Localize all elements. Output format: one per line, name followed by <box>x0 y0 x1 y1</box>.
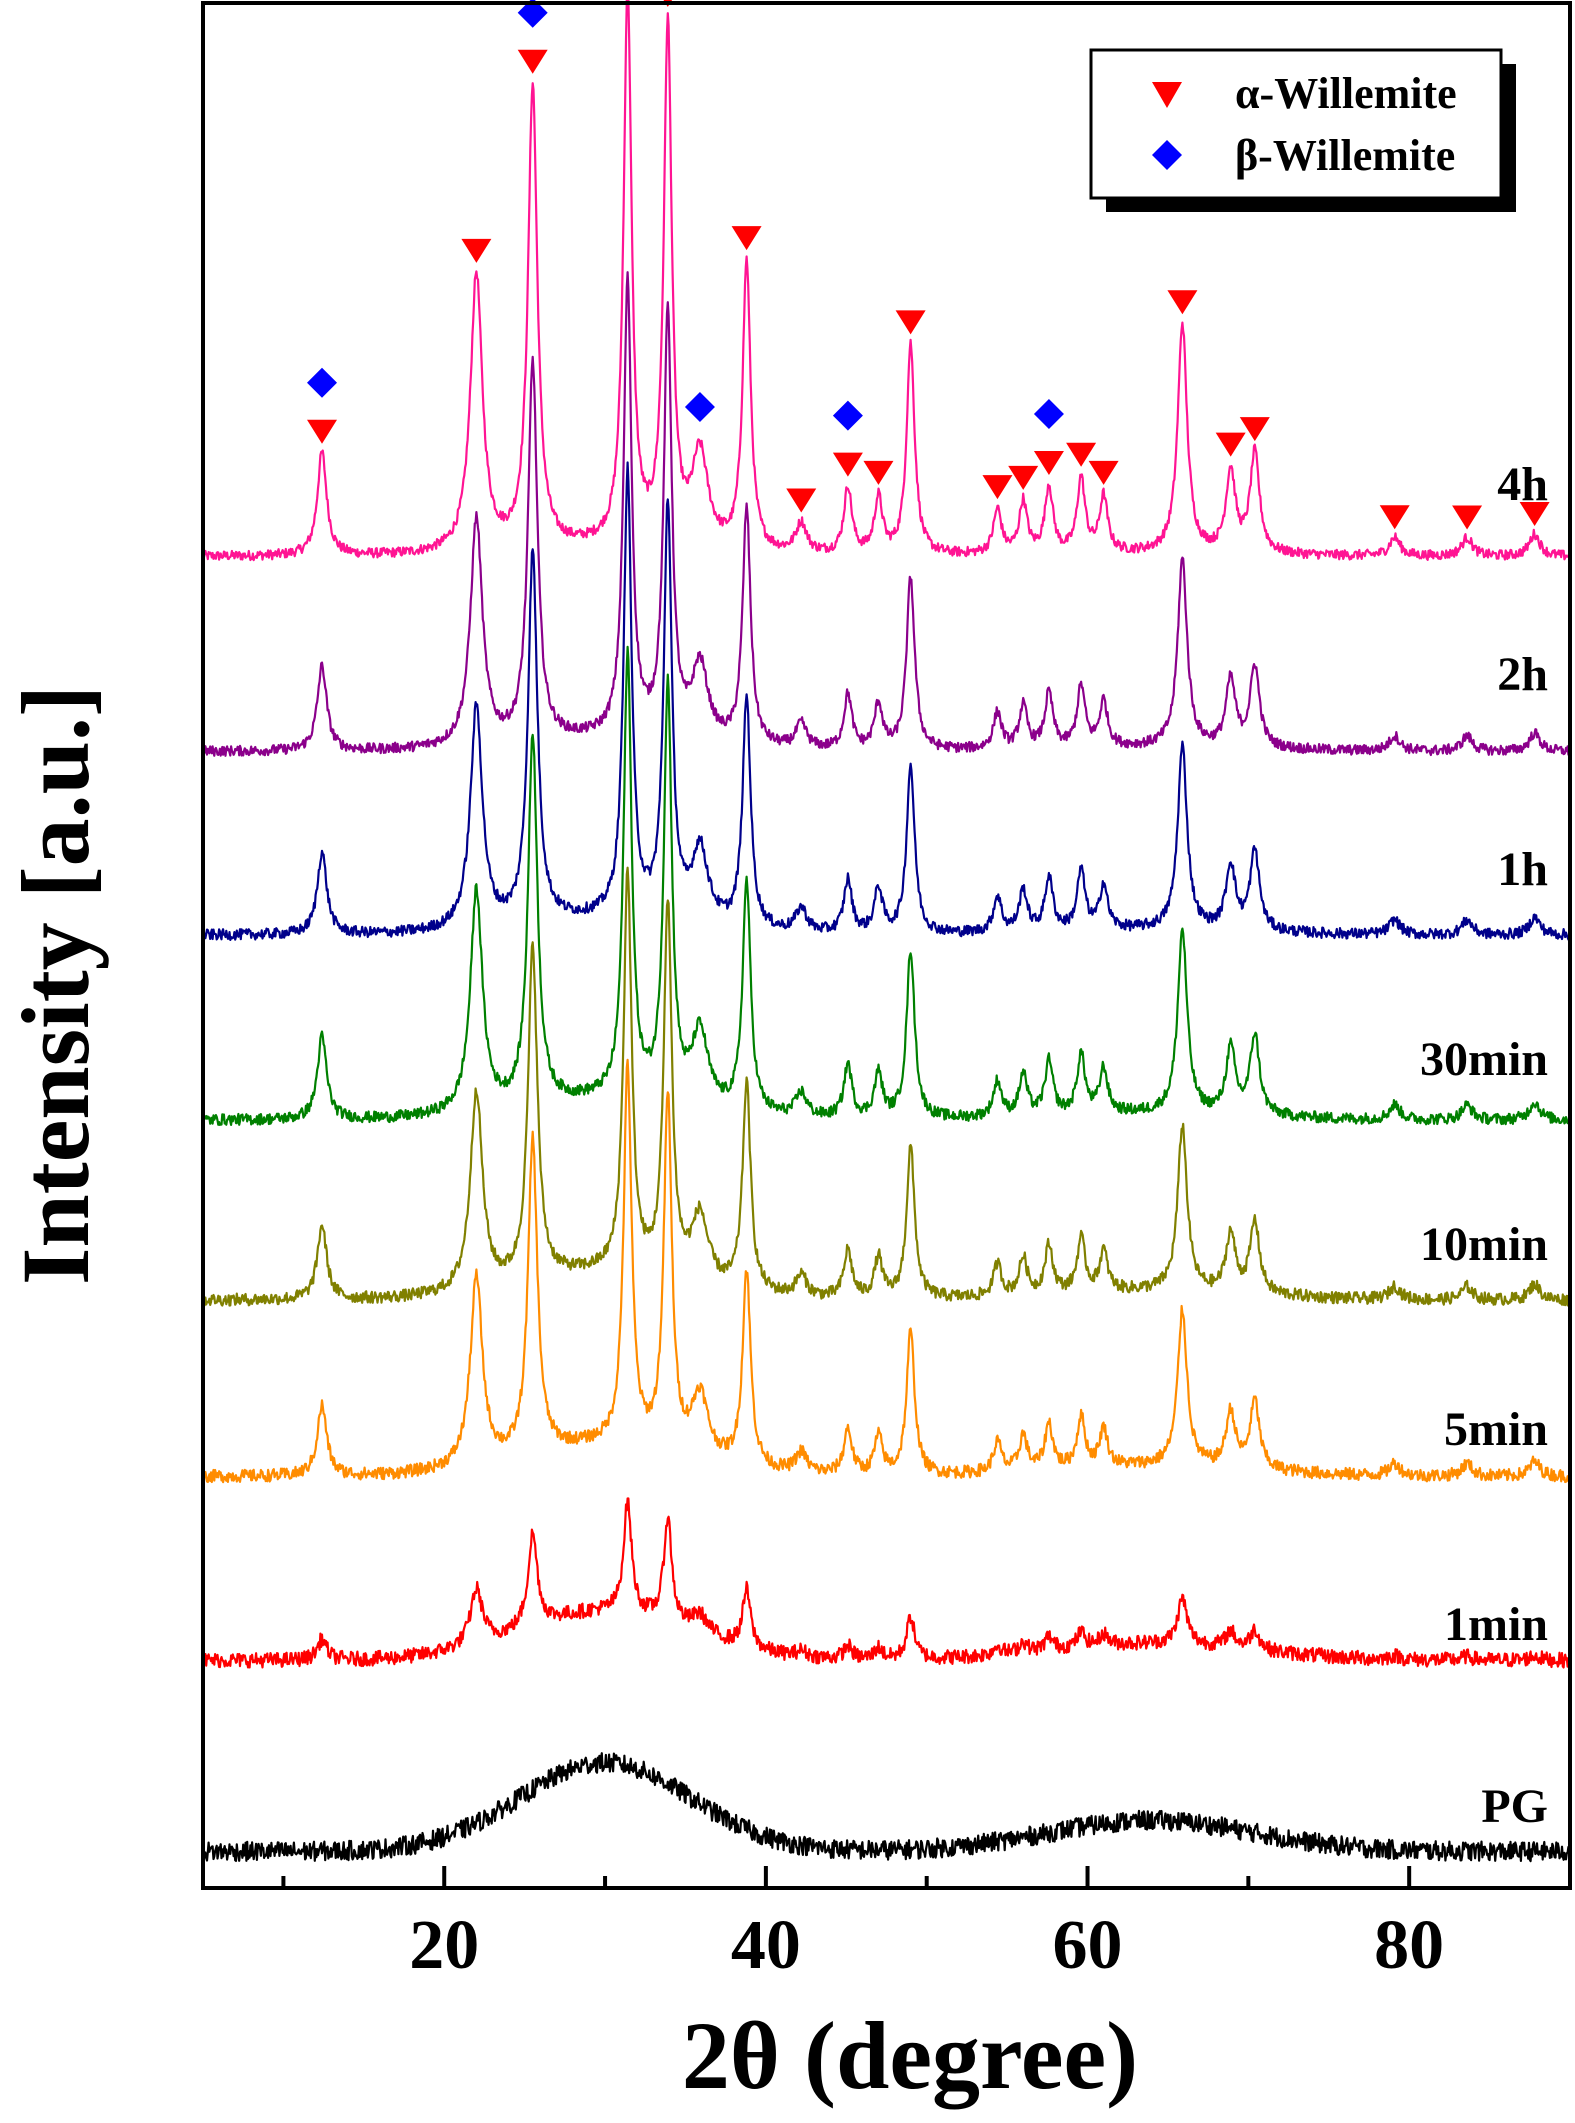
series-label-30min: 30min <box>1420 1033 1548 1086</box>
x-tick-label-60: 60 <box>1053 1907 1123 1984</box>
x-axis: 20 40 60 80 <box>281 1866 1572 1984</box>
series-label-1min: 1min <box>1444 1598 1548 1651</box>
beta-marker-13 <box>1033 398 1064 429</box>
x-axis-title: 2θ (degree) <box>682 2002 1138 2109</box>
alpha-marker-13 <box>1033 450 1064 475</box>
y-axis-title: Intensity [a.u.] <box>2 685 109 1285</box>
alpha-marker-16 <box>1167 290 1198 315</box>
series-line-1h <box>202 461 1572 941</box>
series-line-30min <box>201 645 1571 1126</box>
beta-marker-0 <box>307 367 338 398</box>
alpha-marker-9 <box>863 460 894 485</box>
series-line-10min <box>201 866 1572 1307</box>
series-line-4h <box>201 0 1572 562</box>
series-line-2h <box>201 271 1572 757</box>
legend: α-Willemite β-Willemite <box>1089 48 1516 212</box>
x-tick-label-40: 40 <box>731 1907 801 1984</box>
alpha-marker-14 <box>1066 442 1097 467</box>
series-label-2h: 2h <box>1497 648 1548 701</box>
alpha-marker-17 <box>1215 432 1246 457</box>
beta-marker-5 <box>684 392 715 423</box>
legend-alpha-label: α-Willemite <box>1235 69 1457 118</box>
alpha-marker-21 <box>1519 502 1550 527</box>
series-labels: 4h 2h 1h 30min 10min 5min 1min PG <box>1420 458 1548 1833</box>
series-line-1min <box>202 1497 1571 1669</box>
legend-beta-label: β-Willemite <box>1235 131 1455 180</box>
alpha-marker-10 <box>895 310 926 335</box>
alpha-marker-18 <box>1239 417 1270 442</box>
alpha-marker-15 <box>1088 460 1119 485</box>
series-label-1h: 1h <box>1497 843 1548 896</box>
plot-frame <box>201 1 1572 1890</box>
series-label-PG: PG <box>1481 1780 1548 1833</box>
series-label-4h: 4h <box>1497 458 1548 511</box>
phase-marker-layer <box>307 0 1550 530</box>
series-line-PG <box>201 1752 1572 1863</box>
x-tick-label-80: 80 <box>1374 1907 1444 1984</box>
beta-marker-8 <box>832 400 863 431</box>
series-label-5min: 5min <box>1444 1403 1548 1456</box>
alpha-marker-19 <box>1379 505 1410 530</box>
alpha-marker-2 <box>517 49 548 74</box>
alpha-marker-1 <box>461 238 492 263</box>
alpha-marker-7 <box>786 488 817 513</box>
series-label-10min: 10min <box>1420 1218 1548 1271</box>
series-line-5min <box>201 1058 1572 1484</box>
legend-box <box>1089 48 1503 200</box>
alpha-marker-11 <box>982 475 1013 500</box>
series-layer <box>201 0 1572 1863</box>
alpha-marker-12 <box>1008 465 1039 490</box>
x-tick-label-20: 20 <box>409 1907 479 1984</box>
legend-beta-marker <box>1152 140 1182 170</box>
alpha-marker-8 <box>832 452 863 477</box>
beta-marker-2 <box>517 0 548 28</box>
alpha-marker-0 <box>307 419 338 444</box>
legend-alpha-marker <box>1152 82 1182 108</box>
alpha-marker-6 <box>731 226 762 251</box>
alpha-marker-20 <box>1452 505 1483 530</box>
